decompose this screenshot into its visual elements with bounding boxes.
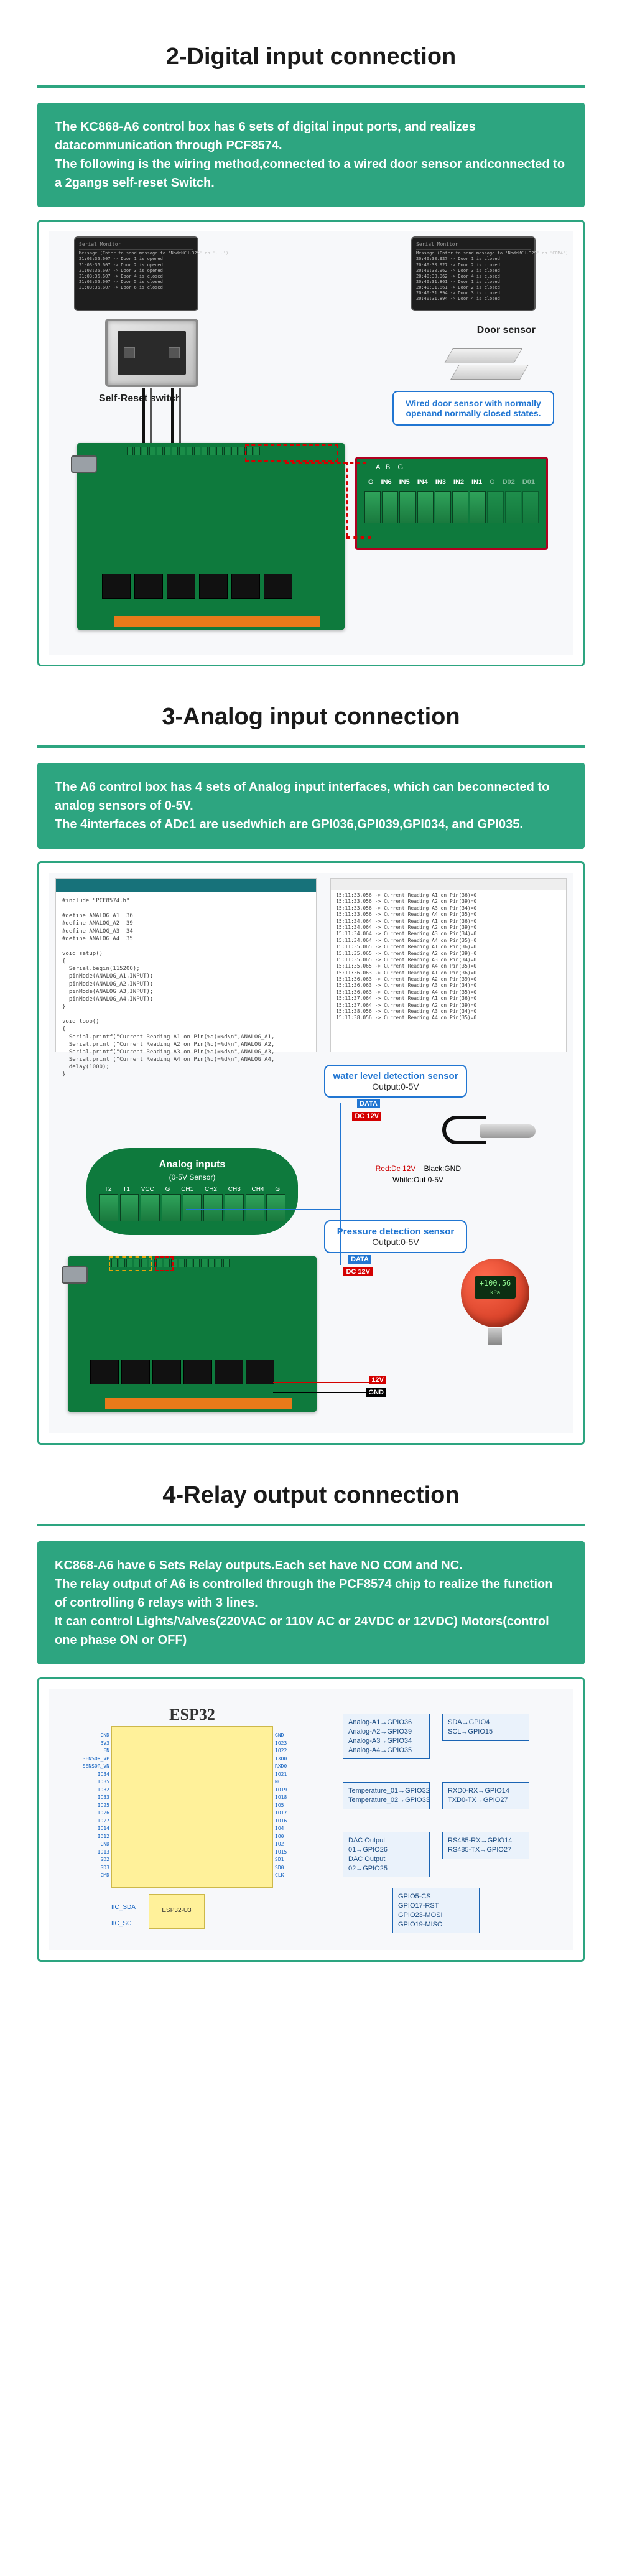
section4-underline — [37, 1524, 585, 1526]
info-spi: GPIO5-CS GPIO17-RST GPIO23-MOSI GPIO19-M… — [392, 1888, 480, 1933]
door-label: Door sensor — [477, 325, 536, 336]
wired-callout: Wired door sensor with normally openand … — [392, 391, 554, 426]
section3-infobox: The A6 control box has 4 sets of Analog … — [37, 763, 585, 849]
pressure-sensor-callout: Pressure detection sensor Output:0-5V — [324, 1220, 467, 1253]
wire-blue-v — [340, 1103, 341, 1265]
iic-sda-label: IIC_SDA — [111, 1904, 136, 1911]
terminal-left: Serial Monitor Message (Enter to send me… — [74, 236, 198, 311]
section4-title: 4-Relay output connection — [37, 1482, 585, 1509]
pcb-zoom-digital: GIN6IN5IN4IN3IN2IN1GD02D01 A B G — [355, 457, 548, 550]
wire-black — [273, 1392, 373, 1393]
water-probe — [442, 1109, 536, 1153]
terminal-left-body: Message (Enter to send message to 'NodeM… — [79, 251, 193, 291]
section2-underline — [37, 85, 585, 88]
terminal-right: Serial Monitor Message (Enter to send me… — [411, 236, 536, 311]
info-rs485: RS485-RX→GPIO14 RS485-TX→GPIO27 — [442, 1832, 529, 1859]
data-tag2: DATA — [348, 1255, 371, 1264]
main-pcb — [77, 443, 345, 630]
info-temp: Temperature_01→GPIO32 Temperature_02→GPI… — [343, 1782, 430, 1809]
terminal-left-header: Serial Monitor — [79, 241, 193, 250]
water-sensor-callout: water level detection sensor Output:0-5V — [324, 1065, 467, 1098]
switch-label: Self-Reset switch — [99, 393, 181, 404]
dc12-tag2: DC 12V — [343, 1267, 373, 1276]
section2-diagram: Serial Monitor Message (Enter to send me… — [37, 220, 585, 666]
esp-right-pins: GND IO23 IO22 TXD0 RXD0 IO21 NC IO19 IO1… — [275, 1732, 307, 1880]
main-pcb-3 — [68, 1256, 317, 1412]
serial-lines: 15:11:33.056 -> Current Reading A1 on Pi… — [336, 892, 561, 1022]
info-dac: DAC Output 01→GPIO26 DAC Output 02→GPIO2… — [343, 1832, 430, 1877]
section2-title: 2-Digital input connection — [37, 44, 585, 70]
arduino-ide: #include "PCF8574.h" #define ANALOG_A1 3… — [55, 878, 317, 1052]
ide-code: #include "PCF8574.h" #define ANALOG_A1 3… — [56, 892, 316, 1083]
section3-underline — [37, 745, 585, 748]
zoom-pin-labels: GIN6IN5IN4IN3IN2IN1GD02D01 — [364, 478, 539, 486]
info-analog: Analog-A1→GPIO36 Analog-A2→GPIO39 Analog… — [343, 1714, 430, 1759]
data-tag: DATA — [357, 1099, 380, 1108]
section4-infobox: KC868-A6 have 6 Sets Relay outputs.Each … — [37, 1541, 585, 1664]
section2-infobox: The KC868-A6 control box has 6 sets of d… — [37, 103, 585, 207]
section3-title: 3-Analog input connection — [37, 704, 585, 730]
self-reset-switch — [105, 319, 198, 387]
section4-diagram: ESP32 GND 3V3 EN SENSOR_VP SENSOR_VN IO3… — [37, 1677, 585, 1962]
door-sensor-icon — [436, 343, 548, 381]
legend-red-black: Red:Dc 12V Black:GND — [376, 1164, 461, 1173]
iic-scl-label: IIC_SCL — [111, 1920, 135, 1927]
dc12-tag: DC 12V — [352, 1112, 381, 1121]
wire-red — [273, 1382, 373, 1383]
pressure-sensor: +100.56kPa — [455, 1253, 536, 1333]
section3-diagram: #include "PCF8574.h" #define ANALOG_A1 3… — [37, 861, 585, 1445]
esp-left-pins: GND 3V3 EN SENSOR_VP SENSOR_VN IO34 IO35… — [77, 1732, 109, 1880]
terminal-right-header: Serial Monitor — [416, 241, 531, 250]
wire-blue — [186, 1209, 341, 1210]
info-rxtx: RXD0-RX→GPIO14 TXD0-TX→GPIO27 — [442, 1782, 529, 1809]
legend-white: White:Out 0-5V — [392, 1175, 443, 1184]
terminal-right-body: Message (Enter to send message to 'NodeM… — [416, 251, 531, 302]
serial-monitor: 15:11:33.056 -> Current Reading A1 on Pi… — [330, 878, 567, 1052]
analog-zoom: Analog inputs (0-5V Sensor) T2T1VCCGCH1C… — [86, 1148, 298, 1235]
small-chip: ESP32-U3 — [149, 1894, 205, 1929]
info-iic: SDA→GPIO4 SCL→GPIO15 — [442, 1714, 529, 1741]
esp32-chip: ESP32 GND 3V3 EN SENSOR_VP SENSOR_VN IO3… — [111, 1726, 273, 1888]
